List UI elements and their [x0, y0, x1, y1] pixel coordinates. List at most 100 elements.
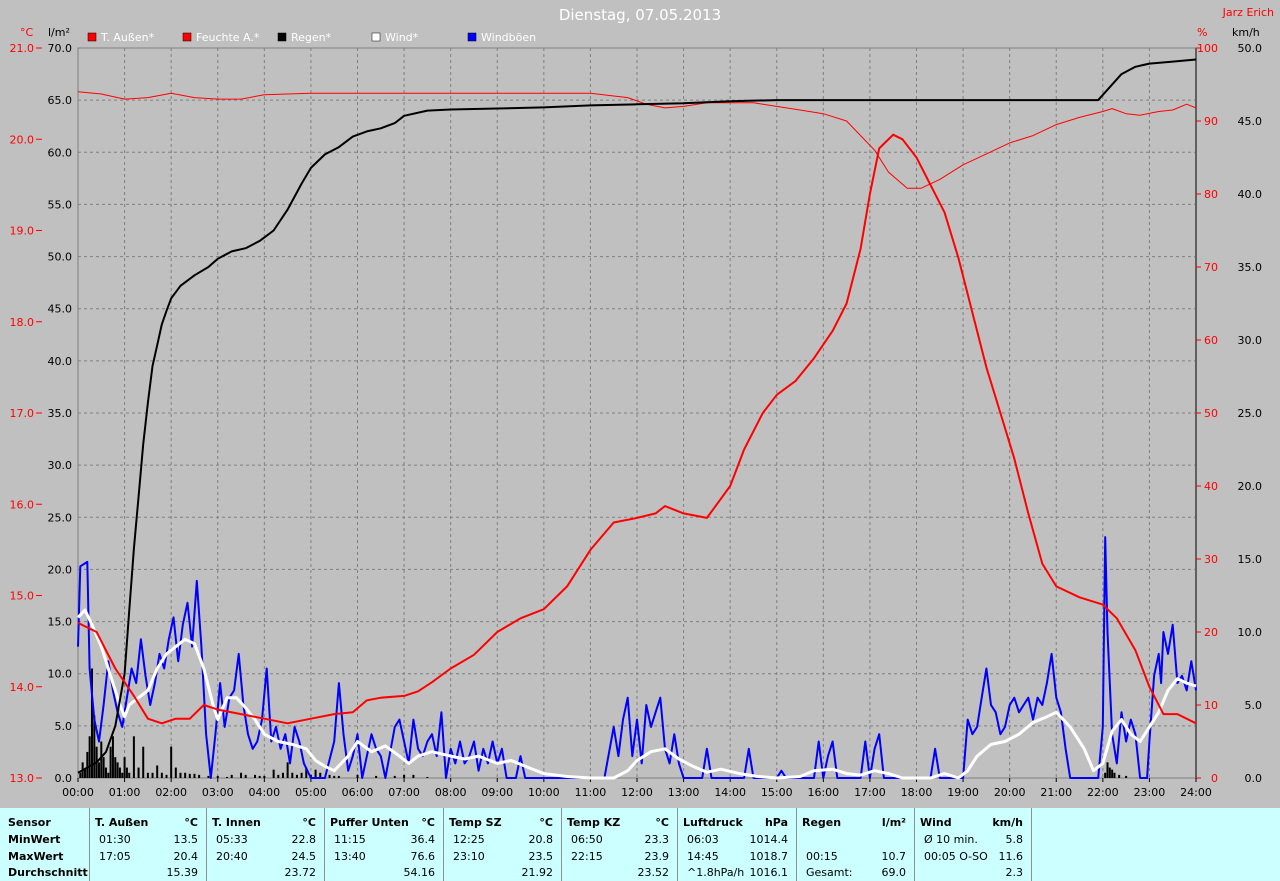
table-row-label: MinWert — [8, 833, 61, 846]
wind-tick-label: 15.0 — [1238, 553, 1263, 566]
rain-bar — [1108, 767, 1111, 778]
time-tick-label: 00:00 — [62, 786, 94, 799]
time-tick-label: 03:00 — [202, 786, 234, 799]
rain-bar — [240, 772, 243, 778]
rain-bar — [104, 767, 107, 778]
legend-swatch — [371, 32, 381, 42]
time-tick-label: 17:00 — [854, 786, 886, 799]
rain-bar — [319, 772, 322, 778]
time-tick-label: 20:00 — [994, 786, 1026, 799]
rain-bar — [216, 775, 219, 778]
rain-bar — [226, 776, 229, 778]
rain-tick-label: 0.0 — [55, 772, 73, 785]
rain-bar — [151, 772, 154, 778]
table-column — [324, 808, 444, 881]
humidity-tick-label: 90 — [1204, 115, 1218, 128]
table-column-header: Luftdruck — [683, 816, 743, 829]
rain-bar — [193, 773, 196, 778]
time-tick-label: 11:00 — [575, 786, 607, 799]
time-tick-label: 04:00 — [248, 786, 280, 799]
rain-bar — [160, 772, 163, 778]
table-cell-value: 10.7 — [881, 850, 907, 863]
table-cell-value: 15.39 — [166, 866, 199, 879]
rain-bar — [179, 772, 182, 778]
rain-tick-label: 60.0 — [48, 146, 73, 159]
rain-tick-label: 50.0 — [48, 251, 73, 264]
table-cell-time: 06:50 — [571, 833, 603, 846]
humidity-axis-unit: % — [1197, 26, 1207, 39]
table-column-header: T. Innen — [212, 816, 261, 829]
wind-tick-label: 0.0 — [1245, 772, 1263, 785]
table-cell-time: 13:40 — [334, 850, 366, 863]
temperature-series-line — [77, 133, 1197, 725]
table-cell-value: 36.4 — [410, 833, 436, 846]
table-cell-value: 13.5 — [173, 833, 199, 846]
temp-tick-label: 20.0 — [10, 133, 35, 146]
temp-axis-unit: °C — [20, 26, 34, 39]
rain-bar — [1104, 772, 1107, 778]
rain-bar — [142, 746, 145, 778]
wind-tick-label: 40.0 — [1238, 188, 1263, 201]
wind-axis-unit: km/h — [1232, 26, 1260, 39]
rain-bar — [116, 762, 119, 778]
rain-bar — [244, 774, 247, 778]
time-tick-label: 21:00 — [1040, 786, 1072, 799]
rain-bar — [1111, 769, 1114, 778]
legend-label: Windböen — [481, 31, 536, 44]
rain-bar — [1106, 762, 1109, 778]
weather-chart: Dienstag, 07.05.2013 Jarz Erich °C l/m² … — [9, 6, 1275, 799]
rain-bar — [328, 774, 331, 778]
humidity-tick-label: 50 — [1204, 407, 1218, 420]
table-column-unit: °C — [302, 816, 316, 829]
rain-bar — [132, 736, 135, 778]
time-tick-label: 23:00 — [1134, 786, 1166, 799]
table-cell-time: 06:03 — [687, 833, 719, 846]
table-sensor-header: Sensor — [8, 816, 51, 829]
table-column-unit: km/h — [992, 816, 1023, 829]
table-column — [561, 808, 678, 881]
table-cell-value: 5.8 — [1005, 833, 1024, 846]
table-cell-value: 1014.4 — [749, 833, 789, 846]
rain-bar — [174, 767, 177, 778]
humidity-tick-label: 80 — [1204, 188, 1218, 201]
humidity-tick-label: 40 — [1204, 480, 1218, 493]
table-cell-value: 20.8 — [528, 833, 554, 846]
rain-bar — [102, 757, 105, 778]
rain-bar — [111, 736, 114, 778]
table-column-header: Temp SZ — [449, 816, 502, 829]
rain-bar — [1113, 772, 1116, 778]
table-cell-time: 00:05 O-SO — [924, 850, 988, 863]
table-column-unit: hPa — [764, 816, 788, 829]
rain-bar — [88, 736, 91, 778]
table-cell-value: 2.3 — [1005, 866, 1024, 879]
rain-bar — [184, 772, 187, 778]
gust-series-line — [77, 536, 1197, 779]
table-column-unit: °C — [539, 816, 553, 829]
rain-tick-label: 65.0 — [48, 94, 73, 107]
legend-label: Feuchte A.* — [196, 31, 260, 44]
table-row-label: MaxWert — [8, 850, 64, 863]
table-cell-value: 11.6 — [998, 850, 1024, 863]
time-tick-label: 02:00 — [155, 786, 187, 799]
table-cell-time: 01:30 — [99, 833, 131, 846]
table-cell-time: 11:15 — [334, 833, 366, 846]
rain-bar — [125, 767, 128, 778]
rain-tick-label: 20.0 — [48, 563, 73, 576]
table-cell-time: Ø 10 min. — [924, 833, 978, 846]
legend-label: Regen* — [291, 31, 332, 44]
rain-tick-label: 35.0 — [48, 407, 73, 420]
table-cell-time: 14:45 — [687, 850, 719, 863]
legend-label: T. Außen* — [100, 31, 155, 44]
rain-bar — [412, 774, 415, 778]
rain-tick-label: 5.0 — [55, 720, 73, 733]
rain-bar — [121, 772, 124, 778]
rain-tick-label: 55.0 — [48, 198, 73, 211]
time-tick-label: 16:00 — [807, 786, 839, 799]
rain-series-line — [77, 58, 1197, 774]
rain-bar — [118, 767, 121, 778]
time-tick-label: 08:00 — [435, 786, 467, 799]
table-row-label: Durchschnitt — [8, 866, 88, 879]
rain-bar — [207, 775, 210, 778]
rain-bar — [333, 775, 336, 778]
humidity-tick-label: 0 — [1211, 772, 1218, 785]
